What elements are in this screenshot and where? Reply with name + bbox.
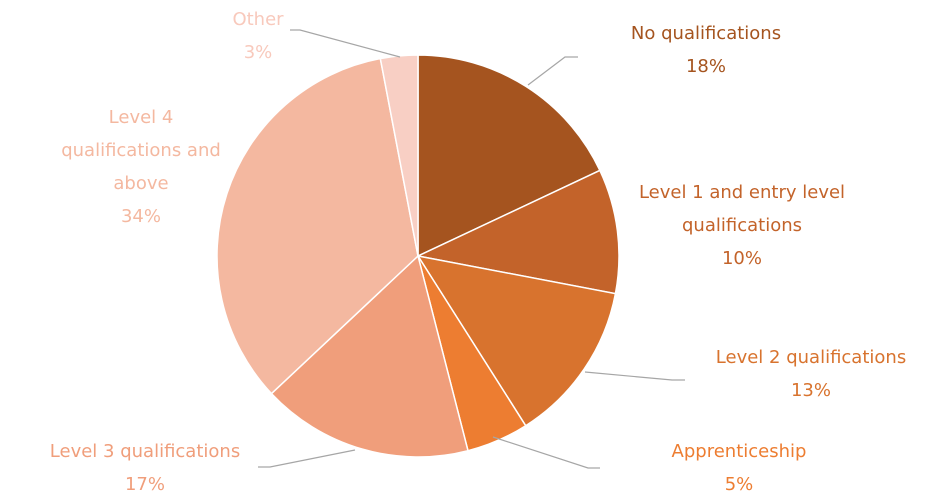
pie-slice <box>416 254 617 427</box>
category-label: Apprenticeship <box>671 441 807 462</box>
category-label: Level 3 qualifications <box>49 441 241 462</box>
value-label: 18% <box>685 56 726 77</box>
pie-slice <box>415 169 620 295</box>
value-label: 5% <box>724 474 754 495</box>
leader-line <box>258 449 356 468</box>
pie-slice <box>417 54 601 258</box>
value-label: 17% <box>124 474 165 495</box>
category-label: Level 4 qualifications and above <box>61 107 221 194</box>
pie-slice <box>379 54 419 257</box>
slice-label: Apprenticeship 5% <box>629 435 849 501</box>
category-label: Level 2 qualifications <box>715 347 907 368</box>
slice-label: Level 3 qualifications 17% <box>5 435 285 501</box>
slice-label: Level 1 and entry level qualifications 10… <box>622 176 862 275</box>
value-label: 34% <box>120 206 161 227</box>
leader-line <box>527 56 578 86</box>
slice-label: Level 4 qualifications and above 34% <box>61 101 221 233</box>
pie-slice <box>216 57 419 395</box>
category-label: Other <box>232 9 284 30</box>
slice-label: Other 3% <box>198 3 318 69</box>
value-label: 10% <box>721 248 762 269</box>
value-label: 13% <box>790 380 831 401</box>
leader-line <box>290 29 401 58</box>
leader-line <box>492 436 600 469</box>
category-label: Level 1 and entry level qualifications <box>638 182 846 236</box>
leader-line <box>584 371 685 381</box>
value-label: 3% <box>243 42 273 63</box>
slice-label: Level 2 qualifications 13% <box>686 341 931 407</box>
pie-slice <box>270 254 469 458</box>
slice-label: No qualifications 18% <box>586 17 826 83</box>
category-label: No qualifications <box>630 23 782 44</box>
